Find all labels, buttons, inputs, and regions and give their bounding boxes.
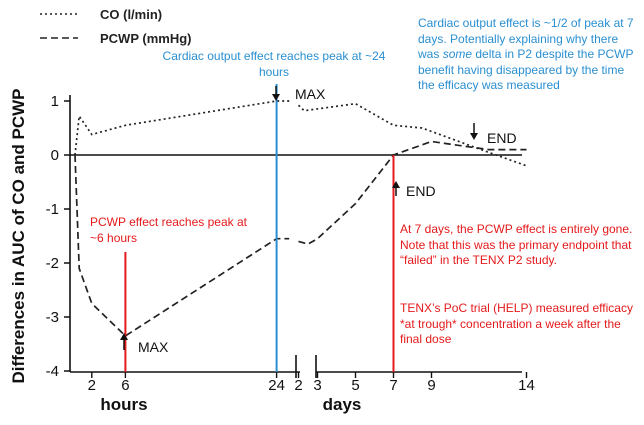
x-tick-label: 7 xyxy=(389,377,397,394)
co-series-line xyxy=(74,100,290,156)
x-tick-label: 2 xyxy=(294,377,302,394)
x-axis-days-label: days xyxy=(323,395,362,414)
max-co-arrow xyxy=(272,86,280,101)
x-tick-label: 2 xyxy=(88,377,96,394)
max-co-label: MAX xyxy=(295,86,326,102)
y-axis-label: Differences in AUC of CO and PCWP xyxy=(9,88,28,383)
day7-note: At 7 days, the PCWP effect is entirely g… xyxy=(400,222,633,267)
pcwp-peak-note: PCWP effect reaches peak at ~6 hours xyxy=(90,215,247,245)
co-half-peak-note: Cardiac output effect is ~1/2 of peak at… xyxy=(418,16,640,94)
y-tick-label: -2 xyxy=(46,255,59,272)
end-pcwp-label: END xyxy=(406,183,436,199)
y-tick-label: -1 xyxy=(46,201,59,218)
end-co-arrow xyxy=(470,123,478,140)
max-pcwp-label: MAX xyxy=(138,339,169,355)
y-tick-label: -3 xyxy=(46,309,59,326)
co-peak-note: Cardiac output effect reaches peak at ~2… xyxy=(162,49,386,79)
end-co-label: END xyxy=(487,130,517,146)
x-tick-label: 6 xyxy=(121,377,129,394)
legend: CO (l/min) PCWP (mmHg) xyxy=(40,7,191,46)
end-pcwp-arrow xyxy=(392,181,400,196)
legend-pcwp-label: PCWP (mmHg) xyxy=(100,31,191,46)
x-ticks: 2 6 24 2 3 5 7 9 14 xyxy=(88,372,535,394)
x-tick-label: 5 xyxy=(351,377,359,394)
legend-co-label: CO (l/min) xyxy=(100,7,162,22)
y-ticks: 1 0 -1 -2 -3 -4 xyxy=(46,93,70,380)
x-tick-label: 3 xyxy=(313,377,321,394)
x-tick-label: 14 xyxy=(518,377,535,394)
x-axis-hours-label: hours xyxy=(100,395,147,414)
x-tick-label: 24 xyxy=(268,377,285,394)
y-tick-label: 1 xyxy=(51,93,59,110)
max-pcwp-arrow xyxy=(120,333,128,350)
pcwp-series-line xyxy=(298,140,527,246)
co-half-peak-note-part2: delta in P2 despite the PCWP benefit hav… xyxy=(418,47,634,92)
tenx-poc-note: TENX’s PoC trial (HELP) measured efficac… xyxy=(400,301,633,346)
x-tick-label: 9 xyxy=(427,377,435,394)
y-tick-label: -4 xyxy=(46,363,59,380)
series-group xyxy=(74,100,527,337)
y-tick-label: 0 xyxy=(51,147,59,164)
co-half-peak-note-emphasis: some xyxy=(442,47,473,61)
pcwp-series-line xyxy=(74,154,290,337)
co-half-peak-note-part1: Cardiac output effect is ~1/2 of peak at… xyxy=(418,16,634,61)
